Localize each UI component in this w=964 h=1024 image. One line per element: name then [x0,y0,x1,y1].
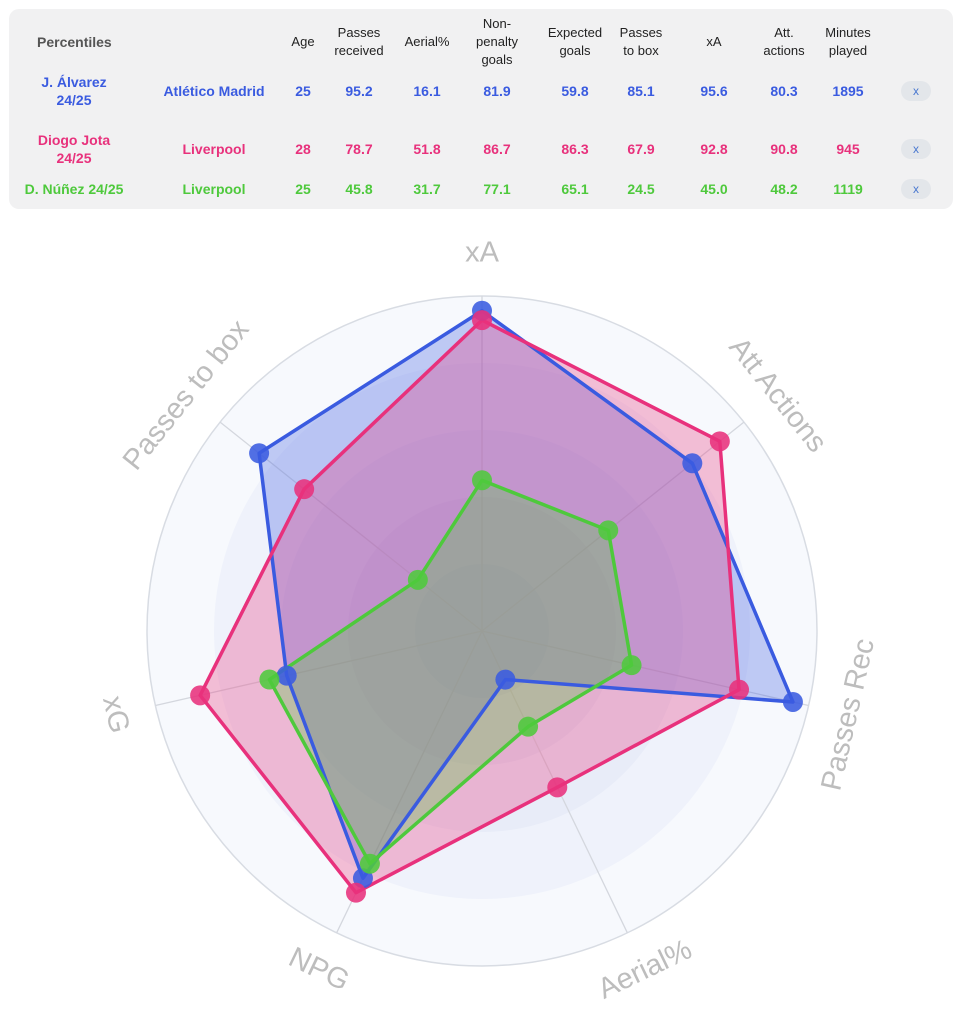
remove-player-button[interactable]: x [901,81,931,101]
stat-xg: 65.1 [561,181,589,197]
series-area [200,320,740,893]
team-name: Liverpool [182,141,246,157]
stat-minutes: 1119 [833,181,863,197]
axis-label: NPG [284,941,355,997]
remove-player-button[interactable]: x [901,179,931,199]
stat-aerial: 51.8 [413,141,441,157]
player-name: J. Álvarez 24/25 [41,74,107,108]
stat-age: 25 [295,181,311,197]
header-col-passes-to-box: Passes to box [619,25,663,58]
stat-xa: 92.8 [700,141,728,157]
radar-spoke [481,630,809,707]
series-area [269,480,632,864]
series-area [259,310,793,879]
stat-passes-received: 45.8 [345,181,373,197]
axis-label: Passes Rec [815,636,881,794]
team-name: Atlético Madrid [163,83,265,99]
stat-att-actions: 90.8 [770,141,798,157]
data-point [259,669,280,690]
stat-att-actions: 80.3 [770,83,798,99]
data-point [729,679,750,700]
percentiles-table: Percentiles Age Passes received Aerial% Non-p… [9,9,953,209]
data-point [598,520,619,541]
stat-npg: 81.9 [483,83,511,99]
header-col-xg: Expected goals [547,25,603,58]
data-point [407,569,428,590]
stat-npg: 77.1 [483,181,511,197]
data-point [472,310,492,331]
header-col-att-actions: Att. actions [763,25,805,58]
data-point [518,716,539,737]
data-point [190,685,211,706]
data-point [709,431,730,452]
header-col-passes-received: Passes received [334,25,384,58]
series-line [267,478,634,866]
header-col-aerial: Aerial% [404,34,450,49]
stat-aerial: 16.1 [413,83,441,99]
data-point [495,669,516,690]
stat-passes-to-box: 24.5 [627,181,655,197]
axis-label: xG [96,693,135,736]
axis-label: xA [465,237,500,269]
data-point [547,777,568,798]
series-line [198,318,741,895]
data-point [276,665,297,686]
data-point [249,443,270,464]
header-col-age: Age [291,34,315,49]
data-point [682,453,703,474]
header-col-percentiles: Percentiles [37,34,112,50]
remove-player-button[interactable]: x [901,139,931,159]
stat-minutes: 945 [836,141,860,157]
stat-age: 28 [295,141,311,157]
series-line [257,308,795,880]
data-point [294,479,315,500]
stat-aerial: 31.7 [413,181,441,197]
stat-xg: 86.3 [561,141,589,157]
stat-passes-received: 78.7 [345,141,373,157]
data-point [621,655,642,676]
data-point [359,853,380,874]
stat-passes-to-box: 85.1 [627,83,655,99]
data-point [782,691,803,712]
axis-label: Aerial% [593,933,697,1005]
stat-xa: 45.0 [700,181,728,197]
header-col-npg: Non-penalty goals [476,16,518,67]
stat-xa: 95.6 [700,83,728,99]
stat-age: 25 [295,83,311,99]
header-col-minutes: Minutes played [825,25,871,58]
header-col-xa: xA [706,34,722,49]
stat-xg: 59.8 [561,83,589,99]
stat-npg: 86.7 [483,141,511,157]
player-name: D. Núñez 24/25 [24,181,124,197]
team-name: Liverpool [182,181,246,197]
player-name: Diogo Jota 24/25 [37,132,111,166]
stat-att-actions: 48.2 [770,181,798,197]
stat-minutes: 1895 [832,83,864,99]
stat-passes-received: 95.2 [345,83,373,99]
data-point [472,470,492,491]
stat-passes-to-box: 67.9 [627,141,655,157]
data-point [345,882,366,903]
